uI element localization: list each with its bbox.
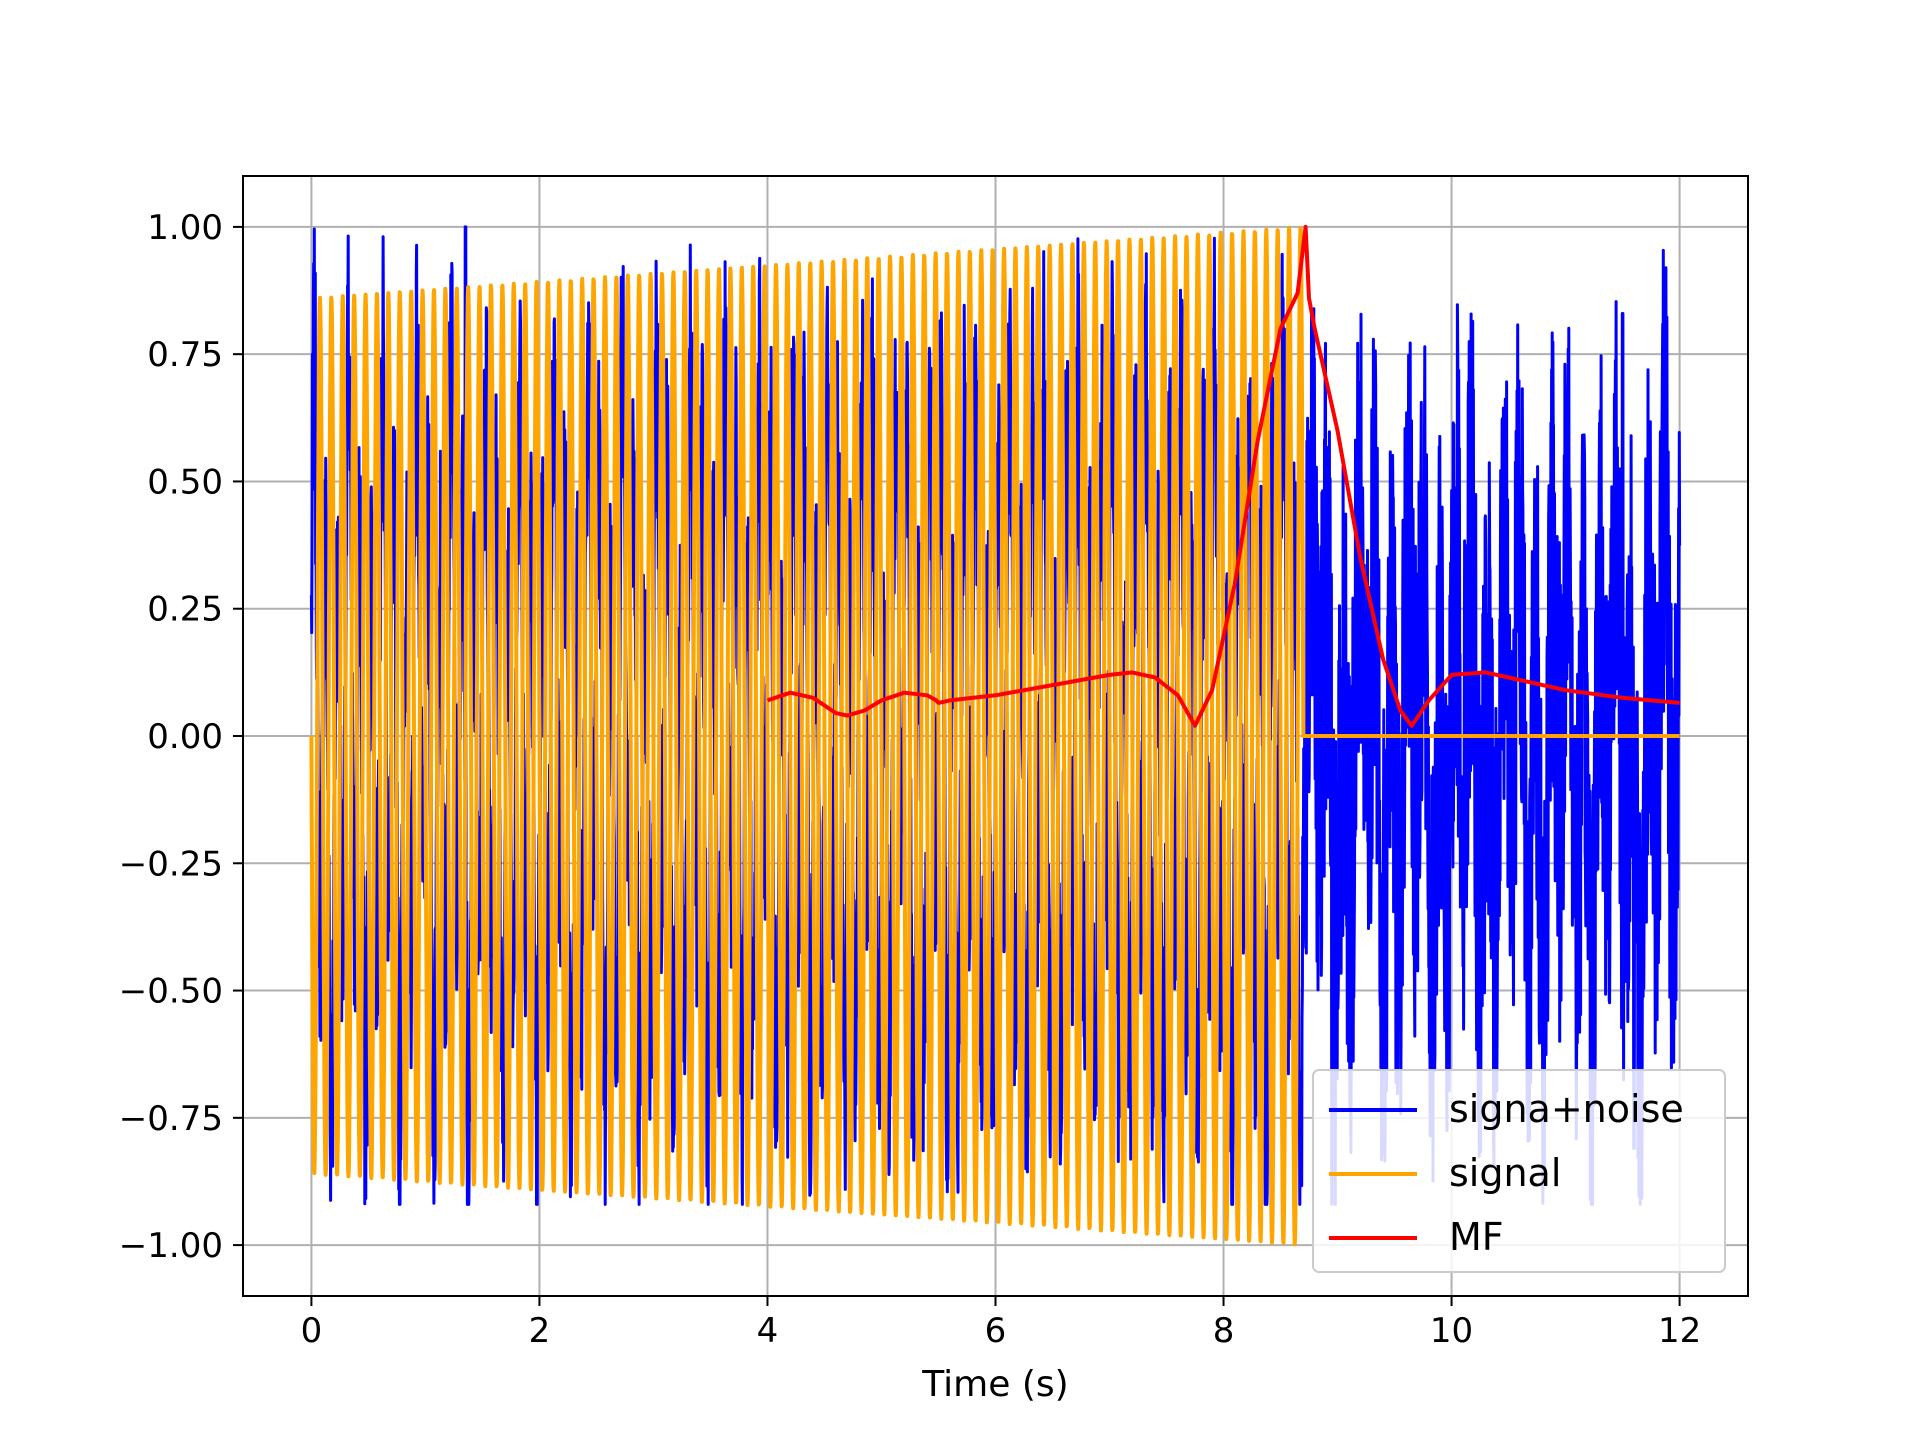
x-tick-label: 12 [1658,1311,1701,1351]
y-tick-label: 1.00 [147,208,223,248]
series-mf-line [766,224,1680,728]
legend-label: MF [1449,1215,1504,1259]
series-layer [309,224,1682,1247]
legend-box [1312,1069,1726,1273]
x-tick-label: 6 [985,1311,1007,1351]
x-tick-label: 10 [1430,1311,1473,1351]
legend: signa+noise signal MF [1312,1069,1726,1273]
x-axis-label: Time (s) [921,1364,1068,1405]
legend-label: signa+noise [1449,1087,1684,1131]
x-tick-label: 4 [757,1311,779,1351]
y-tick-label: −0.25 [119,844,223,884]
plot-area [309,224,1682,1247]
y-tick-label: −0.75 [119,1099,223,1139]
y-tick-label: −1.00 [119,1226,223,1266]
x-tick-label: 0 [301,1311,323,1351]
y-tick-label: −0.50 [119,972,223,1012]
axis-ticks: 0 2 4 6 8 10 12 1.00 0.75 0.50 0.25 0.00 −0.25 −0.50 −… [119,208,1701,1351]
y-tick-label: 0.00 [147,717,223,757]
y-tick-label: 0.50 [147,462,223,502]
x-tick-label: 2 [529,1311,551,1351]
y-tick-label: 0.25 [147,590,223,630]
x-tick-label: 8 [1213,1311,1235,1351]
series-signal-line [309,226,1680,1247]
legend-label: signal [1449,1151,1561,1195]
y-tick-label: 0.75 [147,335,223,375]
